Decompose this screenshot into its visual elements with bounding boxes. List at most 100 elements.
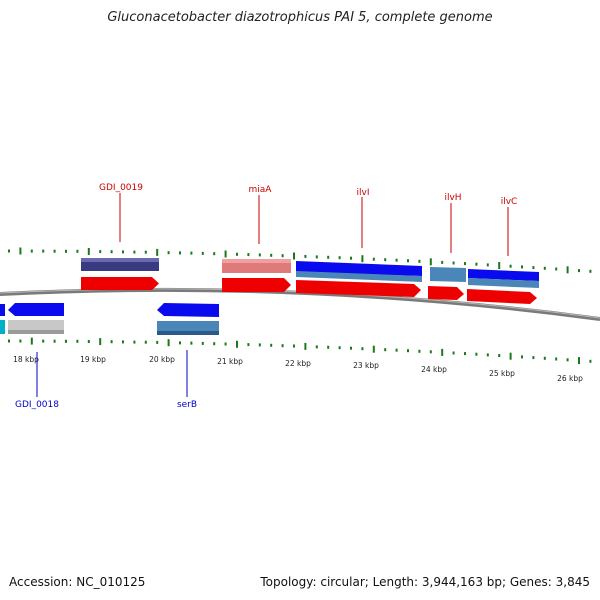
cds-arrow-ilvi[interactable]: [296, 280, 421, 297]
inner-tick-mark: [418, 349, 421, 353]
outer-tick-mark: [464, 262, 466, 266]
inner-tick-mark: [201, 341, 204, 345]
inner-tick-mark: [258, 343, 261, 347]
inner-tick-mark: [236, 340, 238, 348]
inner-tick-mark: [133, 340, 136, 344]
kbp-label-18: 18 kbp: [13, 355, 39, 364]
inner-tick-ring: [8, 337, 592, 365]
inner-tick-mark: [122, 340, 124, 344]
gene-label-miaa[interactable]: miaA: [249, 185, 273, 195]
inner-tick-mark: [270, 343, 273, 347]
outer-tick-mark: [304, 254, 307, 258]
gene-bar-ilvh[interactable]: [430, 267, 466, 282]
outer-tick-mark: [110, 250, 113, 254]
inner-tick-mark: [464, 352, 466, 356]
inner-tick-mark: [350, 346, 352, 350]
gene-arrow-gdi-0018[interactable]: [8, 303, 64, 316]
inner-tick-mark: [361, 347, 364, 351]
kbp-scale-labels: 18 kbp 19 kbp 20 kbp 21 kbp 22 kbp 23 kb…: [13, 355, 583, 383]
reverse-gene-labels: GDI_0018 serB: [15, 400, 197, 410]
inner-tick-mark: [441, 348, 444, 356]
outer-tick-mark: [327, 255, 330, 259]
outer-tick-mark: [521, 265, 523, 269]
kbp-label-19: 19 kbp: [80, 355, 106, 364]
gene-label-ilvh[interactable]: ilvH: [444, 193, 461, 203]
inner-tick-mark: [304, 342, 307, 350]
outer-tick-mark: [99, 250, 102, 254]
inner-tick-mark: [224, 342, 227, 346]
outer-tick-mark: [224, 250, 227, 258]
outer-tick-mark: [156, 248, 159, 256]
inner-tick-mark: [281, 344, 284, 348]
gene-arrow-ilvc[interactable]: [468, 269, 539, 281]
inner-tick-mark: [87, 340, 90, 343]
outer-tick-mark: [555, 267, 558, 271]
outer-tick-mark: [65, 249, 67, 253]
outer-tick-mark: [509, 264, 512, 268]
outer-tick-mark: [201, 251, 204, 255]
inner-tick-mark: [8, 339, 10, 343]
inner-tick-mark: [53, 339, 56, 343]
inner-tick-mark: [213, 342, 216, 346]
inner-tick-mark: [589, 359, 592, 363]
reverse-features: [0, 303, 219, 335]
outer-tick-mark: [578, 269, 580, 273]
inner-tick-mark: [395, 348, 398, 352]
outer-tick-mark: [8, 249, 10, 253]
inner-tick-mark: [566, 358, 569, 362]
forward-gene-labels: GDI_0019 miaA ilvI ilvH ilvC: [99, 183, 517, 207]
kbp-label-25: 25 kbp: [489, 369, 515, 378]
kbp-label-21: 21 kbp: [217, 357, 243, 366]
gene-bar-serb-shade: [157, 331, 219, 335]
inner-tick-mark: [315, 345, 318, 349]
gene-bar-gdi-0018-shade: [8, 330, 64, 334]
kbp-label-26: 26 kbp: [557, 374, 583, 383]
outer-tick-mark: [543, 266, 546, 270]
inner-tick-mark: [407, 349, 409, 353]
outer-tick-mark: [486, 263, 489, 267]
inner-tick-mark: [486, 353, 489, 357]
gene-bar-ilvi[interactable]: [296, 271, 422, 282]
gene-label-ilvc[interactable]: ilvC: [501, 197, 518, 207]
inner-tick-mark: [76, 339, 79, 343]
inner-tick-mark: [429, 350, 432, 354]
cds-arrow-ilvh[interactable]: [428, 286, 464, 300]
gene-label-gdi-0018[interactable]: GDI_0018: [15, 400, 59, 410]
outer-tick-mark: [144, 250, 147, 254]
outer-tick-mark: [190, 251, 193, 255]
gene-label-serb[interactable]: serB: [177, 400, 197, 410]
outer-tick-mark: [566, 266, 569, 274]
inner-tick-mark: [110, 340, 113, 344]
gene-bar-left-edge[interactable]: [0, 320, 5, 334]
inner-tick-mark: [65, 339, 67, 343]
inner-tick-mark: [99, 338, 102, 346]
outer-tick-mark: [350, 256, 352, 260]
outer-tick-mark: [441, 260, 444, 264]
gene-label-gdi-0019[interactable]: GDI_0019: [99, 183, 143, 193]
kbp-label-23: 23 kbp: [353, 361, 379, 370]
inner-tick-mark: [384, 348, 387, 352]
outer-tick-mark: [407, 259, 409, 263]
outer-tick-mark: [475, 262, 478, 266]
inner-tick-mark: [578, 357, 580, 365]
gene-arrow-left-edge[interactable]: [0, 304, 5, 316]
gene-label-ilvi[interactable]: ilvI: [357, 188, 370, 198]
gene-bar-miaa-shine: [222, 259, 291, 263]
outer-tick-mark: [53, 249, 56, 253]
gene-bar-ilvc[interactable]: [468, 278, 539, 288]
inner-tick-mark: [498, 354, 501, 357]
cds-arrow-gdi-0019[interactable]: [81, 277, 159, 290]
kbp-label-22: 22 kbp: [285, 359, 311, 368]
outer-tick-mark: [429, 258, 432, 266]
cds-arrow-ilvc[interactable]: [467, 289, 537, 304]
forward-label-leaders: [119, 193, 509, 256]
outer-tick-mark: [270, 253, 273, 257]
gene-arrow-serb[interactable]: [157, 303, 219, 317]
outer-tick-mark: [87, 248, 90, 255]
inner-tick-mark: [167, 339, 170, 347]
outer-tick-ring: [8, 247, 592, 274]
inner-tick-mark: [19, 339, 22, 343]
inner-tick-mark: [338, 346, 341, 350]
cds-arrow-miaa[interactable]: [222, 278, 291, 292]
